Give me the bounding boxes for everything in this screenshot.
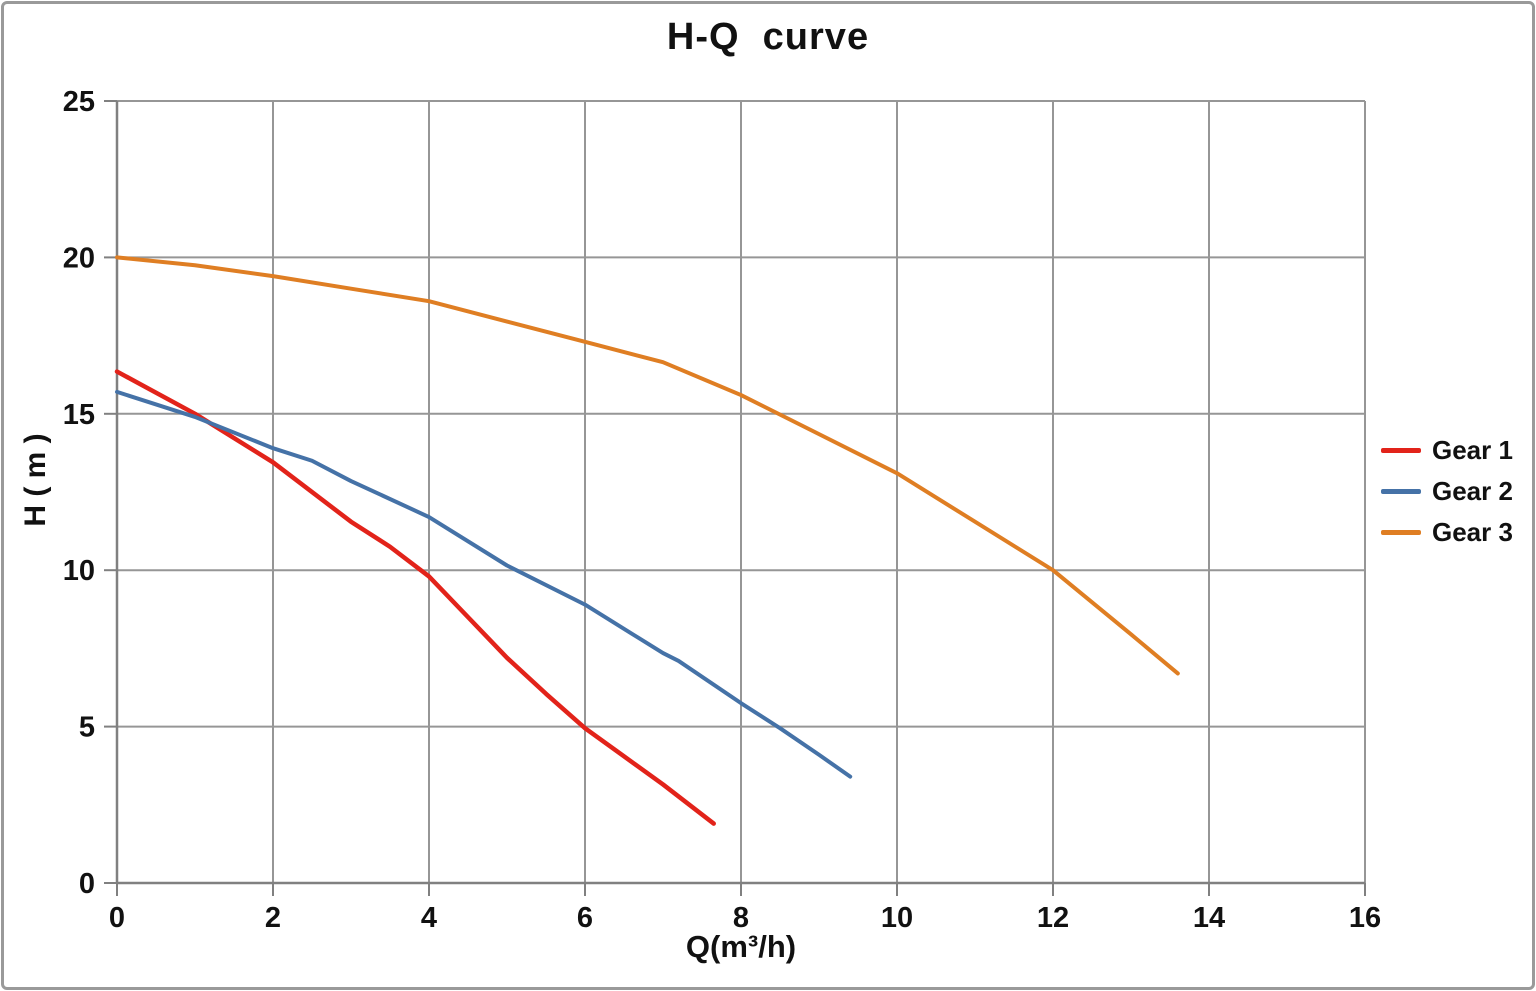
y-tick-label: 25 xyxy=(63,86,95,118)
y-tick-label: 20 xyxy=(63,242,95,274)
legend-marker-icon xyxy=(1381,447,1421,453)
x-tick-label: 6 xyxy=(577,902,593,934)
x-tick-label: 10 xyxy=(881,902,913,934)
legend-label: Gear 3 xyxy=(1432,517,1513,547)
legend-marker-icon xyxy=(1381,488,1421,494)
chart-title: H-Q curve xyxy=(666,16,870,58)
y-axis-title: H ( m ) xyxy=(19,433,52,527)
x-tick-label: 12 xyxy=(1037,902,1069,934)
series-line-gear-2 xyxy=(115,389,853,779)
series-line-gear-3 xyxy=(115,255,1180,676)
x-tick-label: 4 xyxy=(421,902,437,934)
x-tick-label: 16 xyxy=(1349,902,1381,934)
x-tick-label: 2 xyxy=(265,902,281,934)
y-tick-label: 15 xyxy=(63,399,95,431)
legend: Gear 1 Gear 2 Gear 3 xyxy=(1381,436,1513,546)
legend-item-gear-1: Gear 1 xyxy=(1381,436,1513,464)
x-tick-label: 14 xyxy=(1193,902,1225,934)
x-tick-label: 8 xyxy=(733,902,749,934)
x-axis-title: Q(m³/h) xyxy=(685,929,797,964)
y-tick-label: 10 xyxy=(63,555,95,587)
legend-label: Gear 1 xyxy=(1432,435,1513,465)
legend-label: Gear 2 xyxy=(1432,476,1513,506)
legend-item-gear-3: Gear 3 xyxy=(1381,518,1513,546)
x-tick-label: 0 xyxy=(109,902,125,934)
legend-item-gear-2: Gear 2 xyxy=(1381,477,1513,505)
legend-marker-icon xyxy=(1381,529,1421,535)
series-line-gear-1 xyxy=(114,369,716,826)
y-tick-label: 0 xyxy=(79,868,95,900)
y-tick-label: 5 xyxy=(79,712,95,744)
